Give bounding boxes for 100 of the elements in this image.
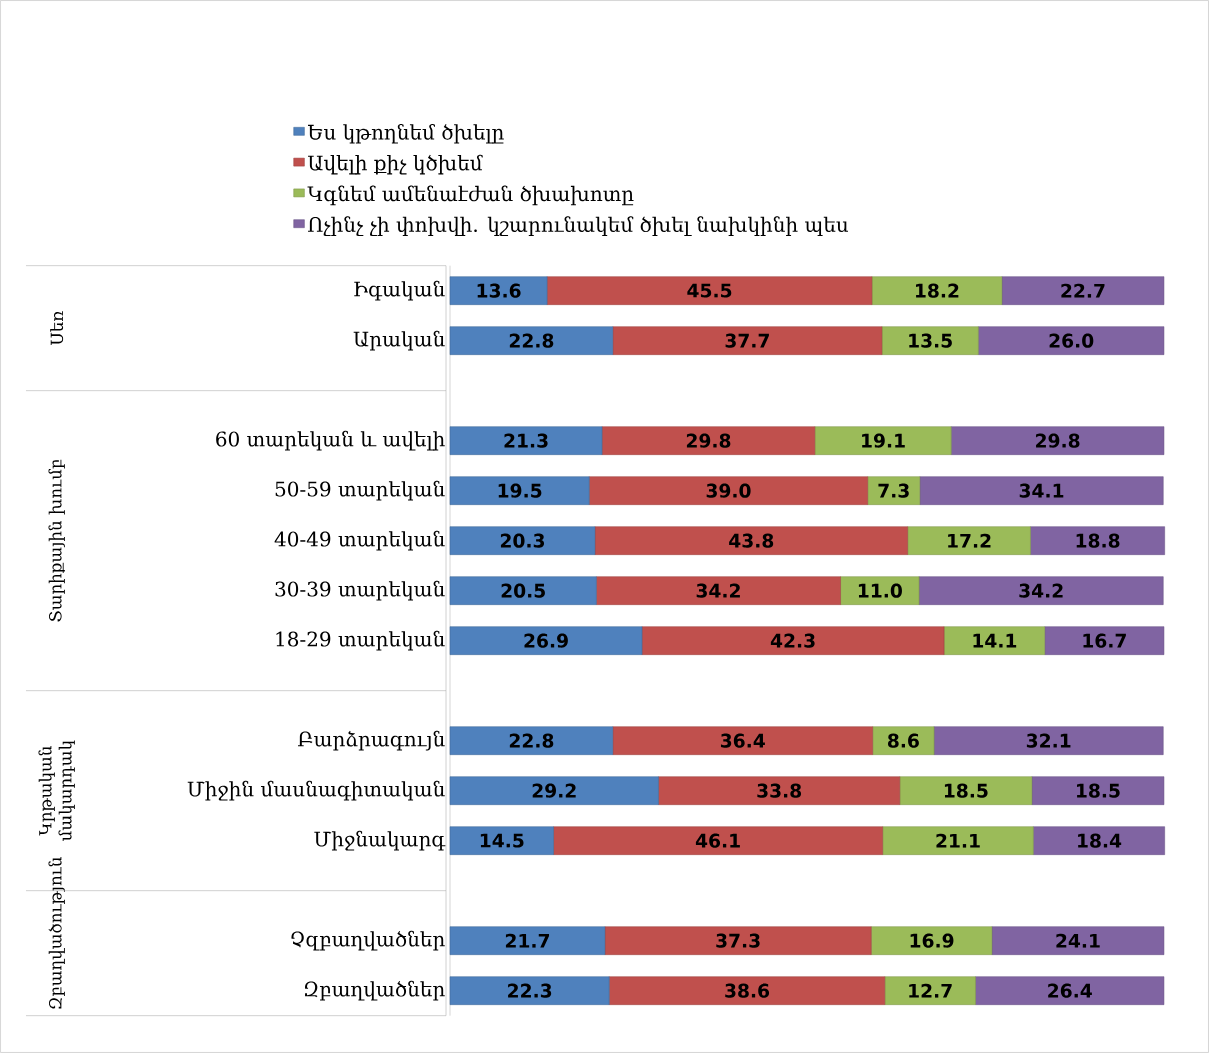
data-label: 19.5 — [498, 483, 542, 498]
bar — [933, 726, 1164, 755]
bar — [604, 926, 872, 955]
data-label: 21.3 — [504, 433, 548, 448]
data-label: 34.2 — [1019, 583, 1063, 598]
data-label: 18.4 — [1078, 833, 1122, 848]
y-tick-label: Իգական — [354, 280, 445, 301]
data-label: 21.7 — [505, 933, 550, 948]
bar — [449, 726, 614, 755]
bar — [950, 426, 1165, 455]
bar — [449, 526, 596, 555]
data-label: 33.8 — [757, 783, 802, 798]
bar — [608, 976, 886, 1005]
data-label: 18.5 — [944, 783, 988, 798]
data-label: 42.3 — [770, 633, 815, 648]
bar — [978, 326, 1165, 355]
data-label: 22.3 — [508, 983, 552, 998]
data-label: 26.0 — [1049, 333, 1094, 348]
bar — [872, 726, 935, 755]
data-label: 20.3 — [500, 533, 545, 548]
bar — [612, 726, 873, 755]
data-label: 29.8 — [686, 433, 731, 448]
bar — [884, 976, 976, 1005]
y-tick-label: 60 տարեկան և ավելի — [216, 430, 445, 451]
bar — [449, 776, 659, 805]
data-label: 20.5 — [501, 583, 545, 598]
bar — [867, 476, 921, 505]
data-label: 17.2 — [948, 533, 991, 548]
data-label: 36.4 — [720, 733, 765, 748]
data-label: 14.1 — [973, 633, 1017, 648]
bar — [899, 776, 1033, 805]
data-label: 37.3 — [716, 933, 760, 948]
data-label: 12.7 — [909, 983, 952, 998]
data-label: 13.6 — [477, 283, 521, 298]
data-label: 16.9 — [910, 933, 954, 948]
y-tick-label: 40-49 տարեկան — [274, 530, 445, 551]
legend-label: Ավելի քիչ կծխեմ — [308, 154, 483, 175]
legend-label: Ոչինչ չի փոխվի. կշարունակեմ ծխել նախկինի պես — [308, 216, 849, 236]
bar — [601, 426, 816, 455]
bar — [641, 626, 945, 655]
bar — [1044, 626, 1165, 655]
y-tick-label: Զբաղվածներ — [305, 980, 445, 1001]
data-label: 18.5 — [1077, 783, 1120, 798]
bar — [449, 626, 643, 655]
data-label: 46.1 — [695, 833, 740, 848]
bar — [449, 826, 554, 855]
bar — [840, 576, 920, 605]
bar — [594, 526, 908, 555]
data-label: 14.5 — [480, 833, 524, 848]
text: Կրթական մակարդակ — [38, 740, 75, 841]
data-label: 24.1 — [1056, 933, 1100, 948]
data-label: 18.2 — [916, 283, 959, 298]
bar — [449, 476, 590, 505]
legend-label: Կգնեմ ամենաէժան ծխախոտը — [307, 185, 634, 206]
bar — [449, 426, 603, 455]
bar — [596, 576, 841, 605]
data-label: 11.0 — [858, 583, 902, 598]
bar — [449, 326, 614, 355]
data-label: 7.3 — [878, 483, 909, 498]
data-label: 38.6 — [725, 983, 770, 998]
data-label: 43.8 — [729, 533, 774, 548]
bar — [918, 576, 1164, 605]
data-label: 21.1 — [936, 833, 980, 848]
bar — [553, 826, 883, 855]
y-tick-label: Չզբաղվածներ — [291, 930, 445, 951]
bar — [1033, 826, 1165, 855]
bar — [991, 926, 1165, 955]
legend-label: Ես կթողնեմ ծխելը — [308, 123, 504, 144]
bar — [449, 576, 597, 605]
data-label: 37.7 — [725, 333, 769, 348]
data-label: 26.4 — [1048, 983, 1092, 998]
data-label: 45.5 — [687, 283, 732, 298]
bar — [1030, 526, 1165, 555]
data-label: 22.8 — [509, 333, 554, 348]
bar — [449, 926, 606, 955]
y-tick-label: Միջին մասնագիտական — [187, 780, 445, 801]
bar — [870, 926, 993, 955]
data-label: 29.2 — [532, 783, 576, 798]
bar — [814, 426, 952, 455]
data-label: 19.1 — [862, 433, 905, 448]
bar — [871, 276, 1003, 305]
data-label: 22.7 — [1061, 283, 1105, 298]
data-label: 18.8 — [1076, 533, 1120, 548]
bar — [882, 826, 1034, 855]
bar — [907, 526, 1031, 555]
data-label: 34.2 — [696, 583, 740, 598]
y-tick-label: 50-59 տարեկան — [275, 480, 445, 501]
bar — [588, 476, 868, 505]
y-tick-label: 18-29 տարեկան — [276, 630, 445, 651]
bar — [919, 476, 1164, 505]
text: Զբաղվածություն — [48, 857, 65, 1009]
bar — [449, 276, 548, 305]
y-tick-label: Միջնակարգ — [314, 830, 446, 851]
bar — [658, 776, 901, 805]
data-label: 13.5 — [909, 333, 952, 348]
data-label: 29.8 — [1036, 433, 1080, 448]
data-label: 16.7 — [1083, 633, 1126, 648]
data-label: 22.8 — [509, 733, 554, 748]
bar — [1031, 776, 1165, 805]
bar — [1001, 276, 1165, 305]
